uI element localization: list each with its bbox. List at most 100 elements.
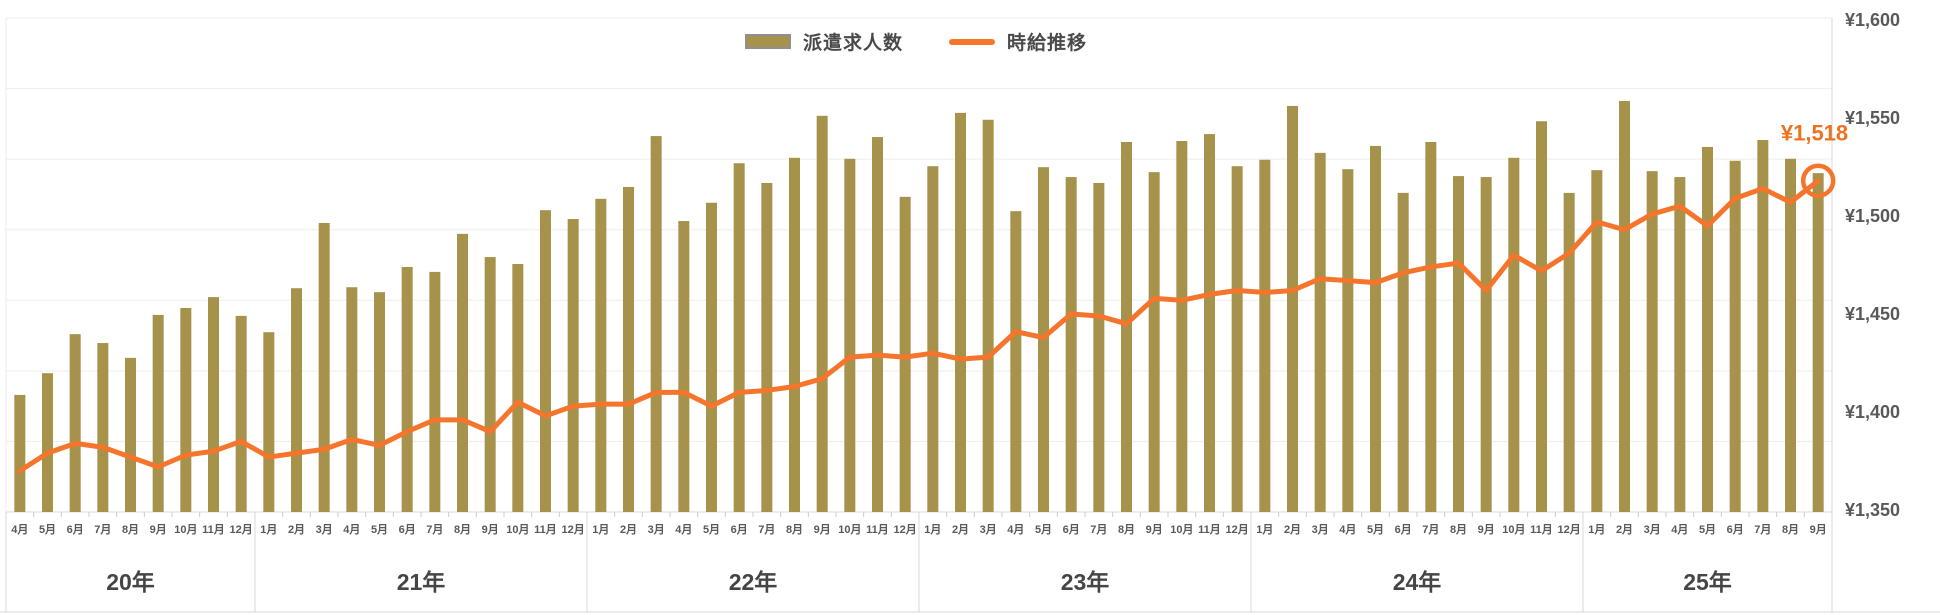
month-label: 2月	[288, 523, 305, 536]
bar	[69, 334, 81, 512]
bar	[872, 137, 883, 512]
bar	[733, 163, 745, 512]
bar	[1674, 177, 1686, 512]
month-label: 9月	[1478, 523, 1495, 536]
month-label: 2月	[1616, 523, 1633, 536]
bar	[152, 314, 164, 512]
bar	[1646, 171, 1658, 512]
y-axis-label: ¥1,450	[1845, 304, 1900, 324]
month-label: 4月	[11, 523, 28, 536]
y-axis-label: ¥1,350	[1845, 500, 1900, 520]
bar	[318, 223, 330, 512]
bar	[1259, 159, 1271, 512]
bar	[1757, 140, 1769, 512]
y-axis-label: ¥1,600	[1845, 10, 1900, 30]
bar	[1563, 192, 1575, 512]
month-label: 10月	[1170, 523, 1193, 536]
bar	[706, 202, 717, 513]
bar	[1702, 146, 1713, 512]
bar	[457, 233, 468, 513]
bar	[14, 394, 26, 512]
month-label: 8月	[122, 523, 139, 536]
month-label: 5月	[1699, 523, 1716, 536]
bar	[1314, 152, 1326, 512]
month-label: 2月	[620, 523, 637, 536]
month-label: 6月	[731, 523, 748, 536]
bar	[1619, 100, 1630, 512]
bar	[401, 266, 413, 512]
month-label: 4月	[343, 523, 360, 536]
month-label: 4月	[1339, 523, 1356, 536]
bar	[1370, 145, 1381, 513]
month-label: 12月	[894, 523, 917, 536]
bar	[595, 198, 607, 512]
bar	[789, 157, 800, 512]
bar	[540, 210, 551, 512]
y-axis-label: ¥1,500	[1845, 206, 1900, 226]
bar	[1093, 182, 1105, 512]
bar	[1065, 177, 1077, 512]
month-label: 8月	[454, 523, 471, 536]
last-value-annotation: ¥1,518	[1781, 121, 1848, 146]
legend-label-hourly-wage: 時給推移	[1007, 33, 1088, 54]
month-label: 1月	[592, 523, 609, 536]
month-label: 10月	[506, 523, 529, 536]
bar	[180, 307, 192, 512]
legend-item-hourly-wage[interactable]: 時給推移	[949, 28, 1087, 55]
bar	[1176, 141, 1188, 513]
month-label: 1月	[1588, 523, 1605, 536]
bar	[263, 332, 275, 512]
legend-item-job-count[interactable]: 派遣求人数	[744, 28, 903, 55]
month-label: 7月	[1754, 523, 1771, 536]
month-label: 11月	[534, 523, 557, 536]
bar	[1342, 169, 1354, 512]
year-label: 23年	[1061, 569, 1110, 595]
bar	[899, 196, 911, 512]
last-point-ring-icon	[1800, 163, 1836, 198]
bar	[927, 166, 939, 512]
month-label: 10月	[174, 523, 197, 536]
bar	[1010, 211, 1022, 513]
month-label: 8月	[1782, 523, 1799, 536]
bar	[346, 287, 358, 512]
month-label: 9月	[1810, 523, 1827, 536]
month-label: 5月	[1367, 523, 1384, 536]
month-label: 6月	[1727, 523, 1744, 536]
month-label: 9月	[1146, 523, 1163, 536]
chart-legend: 派遣求人数 時給推移	[0, 28, 1832, 55]
year-label: 22年	[729, 569, 778, 595]
month-label: 5月	[371, 523, 388, 536]
bar	[1231, 166, 1243, 512]
bar	[42, 373, 53, 512]
month-label: 11月	[866, 523, 889, 536]
bar	[291, 288, 302, 512]
month-label: 4月	[1671, 523, 1688, 536]
month-label: 12月	[1226, 523, 1249, 536]
month-label: 6月	[1063, 523, 1080, 536]
month-label: 7月	[1422, 523, 1439, 536]
bar	[1453, 176, 1464, 512]
month-label: 2月	[952, 523, 969, 536]
month-label: 1月	[260, 523, 277, 536]
month-label: 11月	[1198, 523, 1221, 536]
month-label: 6月	[1395, 523, 1412, 536]
month-label: 9月	[482, 523, 499, 536]
year-label: 25年	[1683, 569, 1732, 595]
bar	[429, 271, 441, 512]
month-label: 5月	[703, 523, 720, 536]
year-label: 24年	[1393, 569, 1442, 595]
bar	[1425, 141, 1437, 512]
bar	[1729, 160, 1741, 513]
month-label: 4月	[1007, 523, 1024, 536]
bar	[567, 219, 579, 513]
bar	[1812, 173, 1824, 512]
month-label: 8月	[1118, 523, 1135, 536]
month-label: 7月	[758, 523, 775, 536]
bar	[374, 292, 385, 512]
month-label: 7月	[94, 523, 111, 536]
bar	[1287, 105, 1298, 512]
bar	[1121, 141, 1132, 512]
bar	[982, 119, 994, 512]
